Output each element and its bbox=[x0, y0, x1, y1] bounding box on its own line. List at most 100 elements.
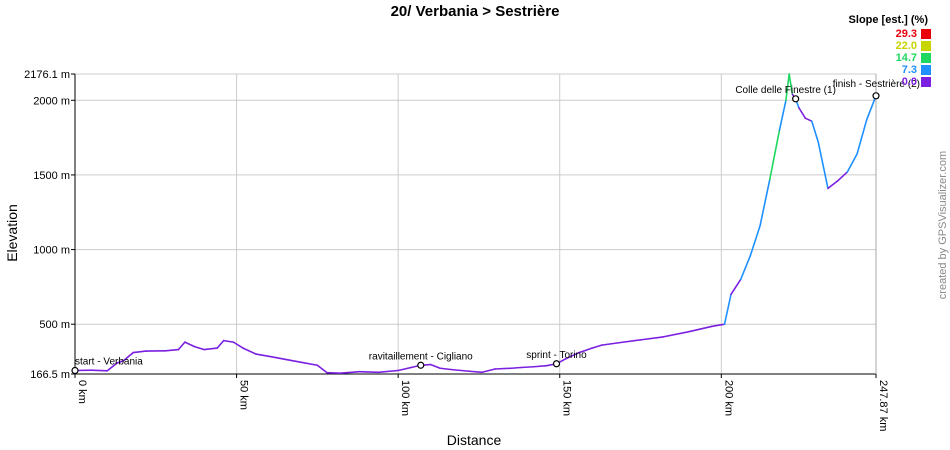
profile-segment bbox=[255, 353, 270, 358]
profile-segment bbox=[759, 178, 771, 227]
profile-segment bbox=[164, 348, 180, 352]
legend-item: 0.0 bbox=[896, 76, 931, 88]
y-tick-label: 2176.1 m bbox=[24, 69, 70, 81]
watermark-text: created by GPSVisualizer.com bbox=[937, 150, 949, 300]
profile-segment bbox=[216, 339, 225, 349]
profile-segment bbox=[452, 368, 471, 373]
waypoint-marker bbox=[71, 366, 79, 375]
y-axis-label: Elevation bbox=[4, 204, 20, 262]
profile-segment bbox=[132, 350, 147, 354]
y-tick-label: 1500 m bbox=[33, 170, 70, 182]
x-tick-label: 150 km bbox=[561, 380, 573, 416]
y-tick-label: 2000 m bbox=[33, 95, 70, 107]
profile-segment bbox=[730, 278, 742, 296]
profile-segment bbox=[116, 359, 125, 364]
profile-segment bbox=[300, 361, 319, 367]
profile-segment bbox=[533, 364, 548, 368]
profile-segment bbox=[468, 370, 483, 374]
legend-swatch bbox=[921, 53, 931, 63]
profile-segment bbox=[798, 106, 807, 120]
waypoint-label: ravitaillement - Cigliano bbox=[369, 351, 473, 362]
legend-item: 14.7 bbox=[896, 52, 931, 64]
profile-segment bbox=[316, 364, 328, 374]
legend-swatch bbox=[921, 65, 931, 75]
y-tick-label: 1000 m bbox=[33, 245, 70, 257]
waypoint-marker bbox=[792, 95, 800, 103]
waypoint-marker bbox=[552, 360, 561, 368]
waypoint-label: start - Verbania bbox=[75, 356, 143, 367]
profile-segment bbox=[804, 117, 813, 122]
profile-segment bbox=[710, 323, 726, 328]
profile-segment bbox=[193, 345, 206, 351]
profile-segment bbox=[90, 369, 109, 372]
profile-segment bbox=[785, 73, 790, 102]
profile-segment bbox=[617, 339, 642, 344]
legend-item: 29.3 bbox=[896, 28, 931, 40]
waypoint-label: finish - Sestrière (2) bbox=[833, 79, 920, 90]
profile-segment bbox=[639, 336, 664, 341]
y-tick-label: 500 m bbox=[39, 319, 70, 331]
profile-segment bbox=[578, 347, 593, 354]
waypoint-label: Colle delle Finestre (1) bbox=[735, 85, 836, 96]
profile-segment bbox=[520, 365, 535, 369]
profile-segment bbox=[242, 347, 257, 355]
legend-item-label: 7.3 bbox=[901, 64, 917, 76]
waypoint-label: sprint - Torino bbox=[526, 350, 587, 361]
profile-segment bbox=[856, 118, 868, 155]
profile-segment bbox=[494, 367, 513, 370]
profile-segment bbox=[865, 95, 877, 121]
profile-segment bbox=[203, 347, 218, 351]
legend-item: 7.3 bbox=[896, 64, 931, 76]
legend-swatch bbox=[921, 77, 931, 87]
x-axis-label: Distance bbox=[446, 432, 502, 448]
legend: 29.3 22.0 14.7 7.3 0.0 bbox=[896, 28, 931, 88]
profile-segment bbox=[429, 363, 441, 370]
profile-segment bbox=[284, 358, 303, 364]
profile-segment bbox=[122, 351, 134, 362]
profile-segment bbox=[439, 367, 454, 371]
legend-item-label: 0.0 bbox=[901, 76, 917, 88]
legend-swatch bbox=[921, 41, 931, 51]
profile-segment bbox=[817, 141, 829, 190]
legend-title: Slope [est.] (%) bbox=[848, 14, 928, 26]
profile-segment bbox=[222, 339, 235, 343]
x-tick-label: 0 km bbox=[76, 380, 88, 404]
profile-segment bbox=[827, 180, 839, 190]
x-tick-label: 100 km bbox=[399, 380, 411, 416]
profile-segment bbox=[836, 171, 849, 182]
profile-segment bbox=[184, 341, 196, 348]
profile-segment bbox=[106, 362, 118, 372]
profile-segment bbox=[688, 325, 713, 333]
profile-segment bbox=[723, 293, 732, 326]
profile-segment bbox=[768, 129, 781, 181]
waypoint-marker bbox=[417, 361, 425, 369]
profile-segment bbox=[358, 370, 380, 374]
profile-segment bbox=[177, 341, 186, 351]
profile-segment bbox=[481, 368, 496, 374]
profile-segment bbox=[778, 99, 787, 131]
profile-segment bbox=[268, 355, 286, 361]
chart-title: 20/ Verbania > Sestrière bbox=[390, 3, 560, 20]
legend-swatch bbox=[921, 29, 931, 39]
profile-segment bbox=[397, 366, 412, 372]
profile-segment bbox=[565, 351, 580, 360]
profile-segment bbox=[232, 341, 244, 349]
profile-segment bbox=[810, 120, 820, 143]
legend-item: 22.0 bbox=[896, 40, 931, 52]
legend-item-label: 22.0 bbox=[895, 40, 917, 52]
profile-segment bbox=[600, 342, 619, 346]
waypoint-marker bbox=[872, 92, 880, 100]
legend-item-label: 29.3 bbox=[895, 28, 917, 40]
plot-area bbox=[75, 74, 876, 374]
profile-segment bbox=[846, 153, 858, 173]
profile-segment bbox=[510, 366, 522, 370]
profile-segment bbox=[591, 344, 603, 349]
x-tick-label: 247.87 km bbox=[877, 380, 889, 431]
profile-segment bbox=[788, 73, 794, 96]
legend-item-label: 14.7 bbox=[895, 52, 917, 64]
profile-segment bbox=[739, 254, 752, 281]
profile-segment bbox=[339, 370, 361, 374]
x-tick-label: 200 km bbox=[722, 380, 734, 416]
profile-segment bbox=[662, 330, 690, 338]
